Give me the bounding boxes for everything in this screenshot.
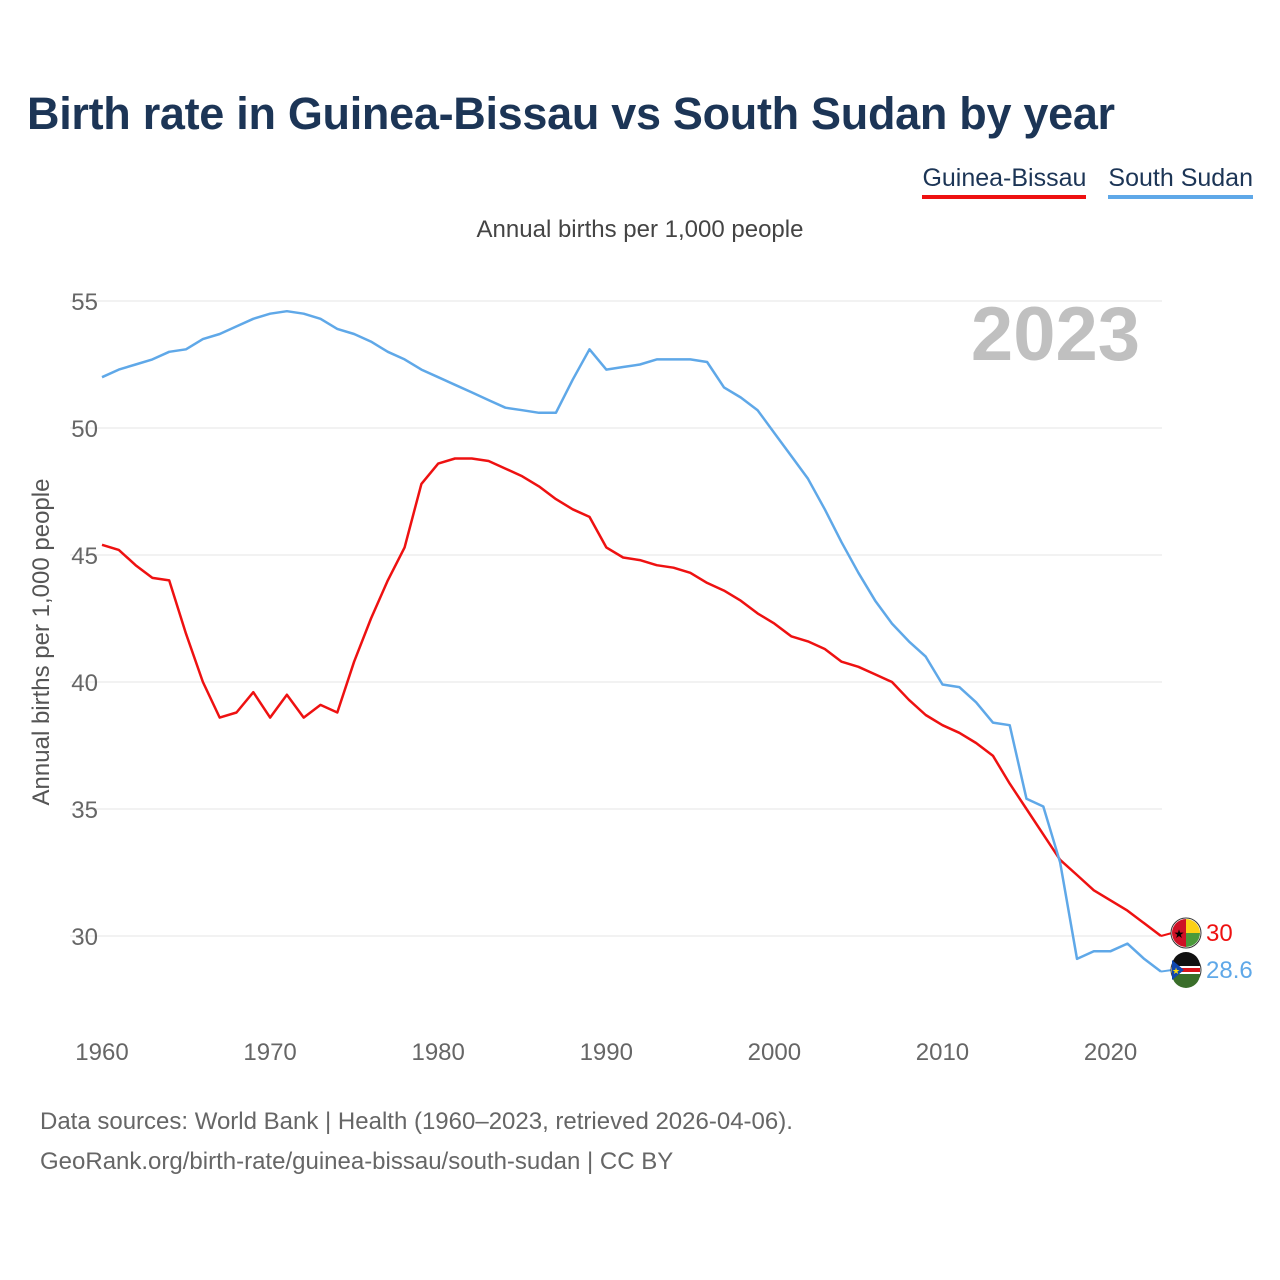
series-line-guinea-bissau (101, 457, 1162, 937)
flag-south-sudan-icon (1172, 952, 1200, 966)
series-line-south-sudan (101, 309, 1162, 973)
y-tick-label: 50 (71, 416, 98, 443)
y-tick-label: 30 (71, 924, 98, 951)
x-tick-label: 1970 (243, 1039, 296, 1066)
chart-title: Birth rate in Guinea-Bissau vs South Sud… (27, 88, 1115, 139)
flag-south-sudan-icon (1172, 960, 1184, 980)
legend: Guinea-Bissau South Sudan (922, 164, 1253, 199)
x-tick-label: 2010 (916, 1039, 969, 1066)
y-tick-label: 35 (71, 797, 98, 824)
end-connector (1160, 932, 1173, 937)
chart-subtitle: Annual births per 1,000 people (476, 216, 804, 243)
flag-south-sudan-icon (1172, 968, 1200, 972)
legend-item-guinea-bissau[interactable]: Guinea-Bissau (922, 164, 1087, 199)
year-watermark: 2023 (971, 292, 1140, 377)
x-tick-label: 2020 (1084, 1039, 1137, 1066)
flag-south-sudan-icon (1172, 974, 1200, 988)
flag-star-icon: ★ (1174, 927, 1185, 941)
y-tick-label: 55 (71, 289, 98, 316)
end-value-label: 30 (1206, 920, 1233, 947)
y-tick-label: 45 (71, 543, 98, 570)
end-value-label: 28.6 (1206, 957, 1253, 984)
legend-item-south-sudan[interactable]: South Sudan (1108, 164, 1253, 199)
flag-guinea-bissau-icon (1186, 919, 1200, 933)
y-tick-label: 40 (71, 670, 98, 697)
flag-guinea-bissau-icon (1186, 933, 1200, 947)
footer-link[interactable]: GeoRank.org/birth-rate/guinea-bissau/sou… (40, 1148, 674, 1175)
footer-sources: Data sources: World Bank | Health (1960–… (40, 1108, 793, 1135)
x-tick-label: 2000 (748, 1039, 801, 1066)
end-connector (1160, 969, 1173, 973)
x-tick-label: 1960 (75, 1039, 128, 1066)
flag-star-icon: ★ (1172, 966, 1180, 976)
x-tick-label: 1990 (580, 1039, 633, 1066)
x-tick-label: 1980 (411, 1039, 464, 1066)
flag-guinea-bissau-icon (1172, 919, 1186, 947)
